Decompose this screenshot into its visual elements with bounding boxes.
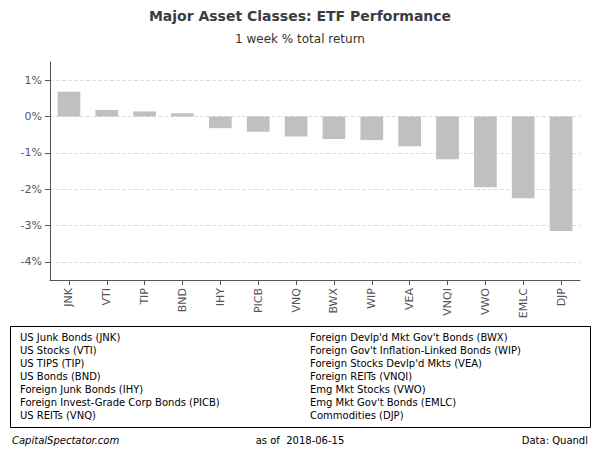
svg-text:1 week % total return: 1 week % total return [235,32,365,46]
svg-text:US REITs (VNQ): US REITs (VNQ) [20,410,96,421]
svg-text:-1%: -1% [21,146,42,159]
svg-text:Emg Mkt Stocks (VWO): Emg Mkt Stocks (VWO) [310,384,426,395]
svg-text:WIP: WIP [365,288,378,309]
svg-text:JNK: JNK [62,287,75,307]
svg-text:VTI: VTI [100,288,113,306]
svg-text:US Junk Bonds (JNK): US Junk Bonds (JNK) [20,332,120,343]
svg-text:VEA: VEA [403,288,416,310]
svg-text:as of 2018-06-15: as of 2018-06-15 [256,435,345,446]
svg-text:VNQ: VNQ [290,288,303,313]
svg-text:CapitalSpectator.com: CapitalSpectator.com [12,435,119,446]
svg-text:Data: Quandl: Data: Quandl [522,435,588,446]
svg-text:DJP: DJP [555,288,568,307]
svg-text:US TIPS (TIP): US TIPS (TIP) [20,358,84,369]
svg-text:-4%: -4% [21,255,42,268]
svg-text:PICB: PICB [252,288,265,313]
svg-text:Commodities (DJP): Commodities (DJP) [310,410,404,421]
svg-text:BND: BND [176,288,189,312]
svg-text:Foreign REITs (VNQI): Foreign REITs (VNQI) [310,371,412,382]
svg-text:VNQI: VNQI [441,288,454,316]
svg-text:0%: 0% [25,110,42,123]
svg-text:US Bonds (BND): US Bonds (BND) [20,371,101,382]
svg-text:US Stocks (VTI): US Stocks (VTI) [20,345,97,356]
svg-text:Foreign Junk Bonds (IHY): Foreign Junk Bonds (IHY) [20,384,143,395]
svg-text:BWX: BWX [327,288,340,314]
svg-text:1%: 1% [25,74,42,87]
svg-text:-3%: -3% [21,219,42,232]
svg-text:Major Asset Classes: ETF Perfo: Major Asset Classes: ETF Performance [149,8,451,24]
svg-text:Foreign Gov't Inflation-Linked: Foreign Gov't Inflation-Linked Bonds (WI… [310,345,521,356]
svg-text:IHY: IHY [214,288,227,307]
svg-text:EMLC: EMLC [517,288,530,319]
svg-text:Foreign Devlp'd Mkt Gov't Bond: Foreign Devlp'd Mkt Gov't Bonds (BWX) [310,332,508,343]
svg-text:-2%: -2% [21,183,42,196]
svg-text:VWO: VWO [479,288,492,315]
svg-text:TIP: TIP [138,288,151,306]
svg-text:Foreign Stocks Devlp'd Mkts (V: Foreign Stocks Devlp'd Mkts (VEA) [310,358,482,369]
svg-text:Foreign Invest-Grade Corp Bond: Foreign Invest-Grade Corp Bonds (PICB) [20,397,220,408]
svg-text:Emg Mkt Gov't Bonds (EMLC): Emg Mkt Gov't Bonds (EMLC) [310,397,456,408]
